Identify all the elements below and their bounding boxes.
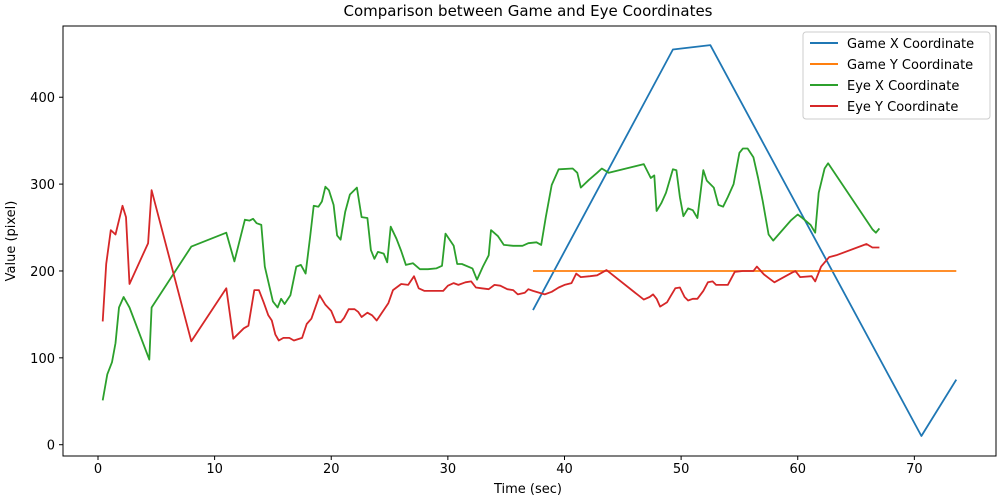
y-tick-label: 200 bbox=[30, 265, 55, 280]
x-tick-label: 0 bbox=[94, 462, 102, 477]
legend: Game X Coordinate Game Y Coordinate Eye X … bbox=[802, 31, 991, 120]
y-tick-label: 0 bbox=[47, 439, 55, 454]
x-tick-label: 20 bbox=[323, 462, 340, 477]
legend-label: Game Y Coordinate bbox=[847, 58, 973, 73]
x-tick-label: 10 bbox=[206, 462, 223, 477]
x-tick-label: 30 bbox=[440, 462, 457, 477]
y-tick-label: 300 bbox=[30, 178, 55, 193]
series-line-eye-x-coordinate bbox=[101, 147, 881, 401]
plot-area bbox=[101, 44, 958, 437]
y-tick-label: 400 bbox=[30, 91, 55, 106]
y-tick-label: 100 bbox=[30, 352, 55, 367]
x-axis: 0 10 20 30 40 50 60 70 bbox=[94, 456, 923, 477]
series-line-game-x-coordinate bbox=[532, 44, 958, 437]
y-axis: 0 100 200 300 400 bbox=[30, 91, 63, 454]
chart-title: Comparison between Game and Eye Coordina… bbox=[343, 2, 712, 20]
legend-label: Game X Coordinate bbox=[847, 37, 974, 52]
legend-label: Eye X Coordinate bbox=[847, 79, 959, 94]
y-axis-label: Value (pixel) bbox=[4, 201, 19, 282]
legend-label: Eye Y Coordinate bbox=[847, 100, 958, 115]
x-tick-label: 50 bbox=[673, 462, 690, 477]
x-tick-label: 40 bbox=[556, 462, 573, 477]
x-axis-label: Time (sec) bbox=[493, 482, 562, 497]
legend-box bbox=[802, 31, 991, 120]
x-tick-label: 60 bbox=[789, 462, 806, 477]
x-tick-label: 70 bbox=[906, 462, 923, 477]
axes-frame bbox=[62, 25, 997, 457]
series-line-eye-y-coordinate bbox=[101, 189, 880, 343]
